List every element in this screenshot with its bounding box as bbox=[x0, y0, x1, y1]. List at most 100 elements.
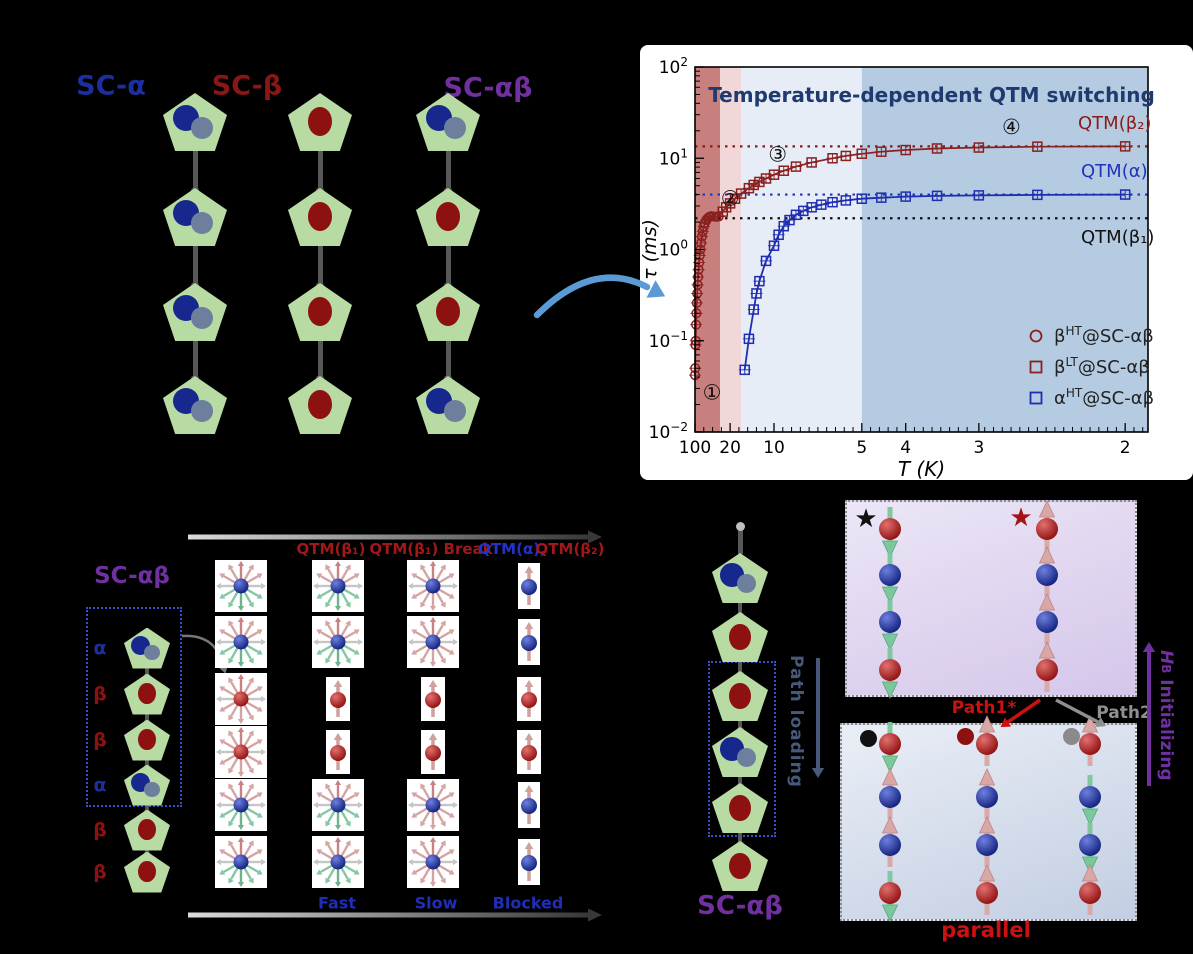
arrow-to-chart-icon bbox=[533, 274, 666, 319]
header-qtm-beta1-break: QTM(β₁) Break bbox=[369, 540, 493, 558]
chain-linker bbox=[192, 142, 198, 192]
hb-initializing-arrow bbox=[1142, 642, 1156, 786]
x-tick-label: 2 bbox=[1120, 438, 1131, 458]
beta-metal-ion bbox=[435, 201, 461, 232]
chain-linker bbox=[192, 237, 198, 287]
chain-linker bbox=[145, 754, 149, 767]
unit-label-beta: β bbox=[93, 861, 107, 883]
chain-linker bbox=[445, 237, 451, 287]
y-tick-label: 10−2 bbox=[649, 420, 688, 443]
unit-label-beta: β bbox=[93, 729, 107, 751]
pentagon-unit-beta bbox=[288, 93, 352, 151]
pentagon-unit-beta bbox=[124, 809, 170, 851]
x-axis-label: T (K) bbox=[898, 457, 945, 480]
red-star-icon: ★ bbox=[1009, 503, 1033, 533]
label-sc-beta: SC-β bbox=[211, 70, 283, 102]
bridge-ion bbox=[736, 574, 756, 594]
annotation-step: ① bbox=[703, 381, 722, 405]
pentagon-unit-alpha bbox=[712, 553, 768, 603]
bridge-ion bbox=[444, 400, 466, 423]
chain-linker bbox=[145, 708, 149, 722]
label-parallel: parallel bbox=[941, 918, 1031, 942]
unit-label-beta: β bbox=[93, 683, 107, 705]
chain-linker bbox=[145, 799, 149, 812]
pentagon-unit-beta bbox=[124, 851, 170, 893]
chain-linker bbox=[738, 714, 742, 730]
spin-chain-canvas bbox=[879, 500, 1058, 699]
path-dot-icon bbox=[860, 730, 877, 747]
x-tick-label: 5 bbox=[856, 438, 867, 458]
label-path2: Path2 bbox=[1096, 703, 1152, 723]
x-tick-label: 3 bbox=[973, 438, 984, 458]
label-path-loading: Path loading bbox=[786, 655, 806, 788]
bridge-ion bbox=[444, 117, 466, 140]
beta-metal-ion bbox=[729, 683, 751, 709]
chain-linker bbox=[317, 142, 323, 192]
bridge-ion bbox=[191, 117, 213, 140]
x-tick-label: 100 bbox=[679, 438, 711, 458]
label-chain-sc-alphabeta: SC-αβ bbox=[94, 563, 170, 589]
beta-metal-ion bbox=[729, 853, 751, 879]
bridge-ion bbox=[736, 748, 756, 768]
footer-blocked: Blocked bbox=[492, 893, 564, 913]
beta-metal-ion bbox=[138, 683, 156, 705]
spin-state-blue-bi bbox=[215, 779, 267, 831]
spin-state-blue-bi bbox=[312, 836, 364, 888]
hb-subscript: B bbox=[1159, 664, 1173, 674]
header-qtm-beta1: QTM(β₁) bbox=[296, 540, 366, 558]
y-tick-label: 100 bbox=[659, 238, 688, 261]
bridge-ion bbox=[191, 307, 213, 330]
spin-state-blue-bi bbox=[215, 560, 267, 612]
unit-label-alpha: α bbox=[93, 774, 107, 796]
pentagon-unit-beta bbox=[712, 841, 768, 891]
spin-state-blue-bi bbox=[215, 616, 267, 668]
hb-rest: Initializing bbox=[1156, 673, 1176, 781]
chain-linker bbox=[738, 770, 742, 786]
chain-linker bbox=[737, 526, 743, 554]
unit-label-alpha: α bbox=[93, 637, 107, 659]
black-star-icon: ★ bbox=[854, 504, 878, 534]
legend-label: βLT@SC-αβ bbox=[1054, 355, 1150, 378]
chart-bands bbox=[695, 67, 1149, 432]
qtm-line-label: QTM(β₂) bbox=[1078, 113, 1151, 134]
spin-state-red-up bbox=[517, 730, 541, 774]
pentagon-unit-alpha bbox=[163, 188, 227, 246]
label-sc-alpha: SC-α bbox=[76, 70, 146, 102]
spin-state-blue-up bbox=[518, 619, 540, 665]
spin-state-red-up bbox=[326, 730, 350, 774]
spin-state-blue-bi bbox=[215, 836, 267, 888]
bridge-ion bbox=[191, 400, 213, 423]
spin-state-blue-up bbox=[518, 839, 540, 885]
header-qtm-alpha: QTM(α), bbox=[478, 540, 546, 558]
chain-linker bbox=[738, 826, 742, 844]
spin-state-blue-pink bbox=[407, 616, 459, 668]
qtm-chart-panel: ① ② ③ ④ 100 20 10 5 4 3 2 102 101 100 10−1 10−2 Temperat… bbox=[640, 45, 1193, 480]
chain-linker bbox=[445, 332, 451, 380]
beta-metal-ion bbox=[435, 296, 461, 327]
pentagon-unit-beta bbox=[712, 612, 768, 662]
spin-state-red-up bbox=[517, 677, 541, 721]
spin-state-red-up bbox=[421, 730, 445, 774]
spin-state-blue-bi bbox=[312, 779, 364, 831]
beta-metal-ion bbox=[307, 106, 333, 137]
chart-title: Temperature-dependent QTM switching bbox=[708, 83, 1155, 107]
legend-marker bbox=[1029, 329, 1043, 343]
spin-state-blue-pink bbox=[407, 779, 459, 831]
spin-state-red-up bbox=[421, 677, 445, 721]
spin-state-red-pink bbox=[215, 673, 267, 725]
y-tick-label: 10−1 bbox=[649, 329, 688, 352]
repeat-unit-box-d bbox=[708, 661, 776, 837]
pentagon-unit-beta bbox=[288, 283, 352, 341]
pentagon-unit-beta bbox=[416, 188, 480, 246]
footer-slow: Slow bbox=[414, 893, 458, 913]
spin-state-blue-up bbox=[518, 782, 540, 828]
x-tick-label: 20 bbox=[719, 438, 741, 458]
spin-chain-canvas bbox=[879, 715, 1101, 922]
pentagon-unit-beta bbox=[288, 376, 352, 434]
process-arrow-bottom bbox=[188, 908, 602, 922]
series-markers bbox=[716, 141, 1132, 217]
pentagon-unit-beta bbox=[288, 188, 352, 246]
beta-metal-ion bbox=[307, 201, 333, 232]
footer-fast: Fast bbox=[318, 893, 356, 913]
